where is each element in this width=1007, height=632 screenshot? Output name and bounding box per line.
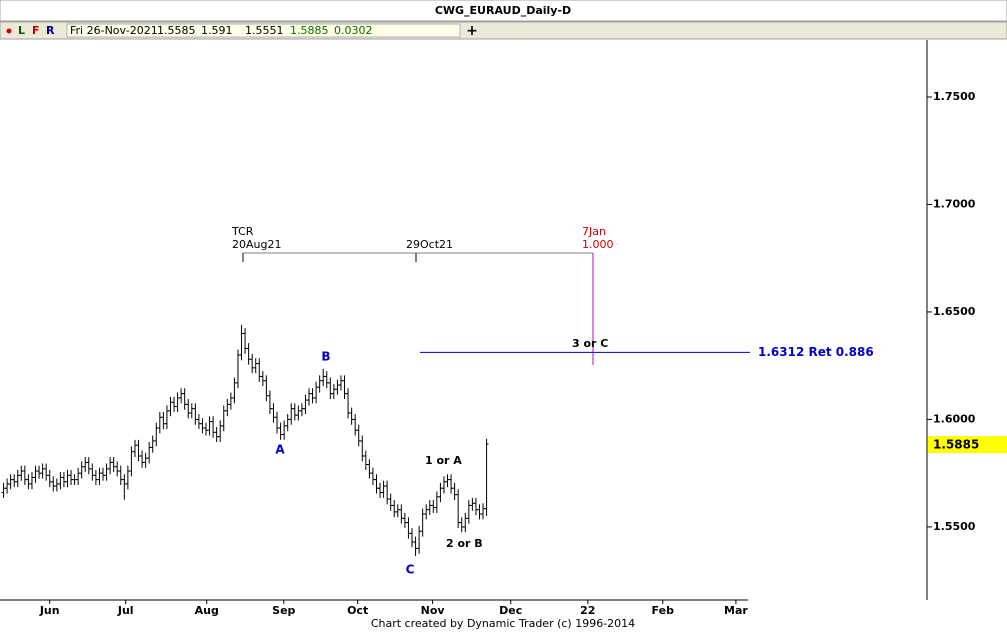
x-tick-label: 22 bbox=[580, 604, 595, 617]
last-price-label: 1.5885 bbox=[933, 438, 979, 452]
toolbar-button[interactable]: R bbox=[46, 24, 55, 37]
info-high: 1.591 bbox=[201, 24, 233, 37]
info-open: 1.5585 bbox=[157, 24, 196, 37]
wave-label: A bbox=[275, 443, 285, 457]
status-dot bbox=[6, 28, 12, 34]
x-tick-label: Oct bbox=[347, 604, 368, 617]
title-bar bbox=[0, 0, 1007, 22]
y-tick-label: 1.7000 bbox=[933, 197, 976, 210]
footer: Chart created by Dynamic Trader (c) 1996… bbox=[371, 617, 635, 630]
info-low: 1.5551 bbox=[245, 24, 284, 37]
wave-label: 1 or A bbox=[425, 454, 462, 467]
x-tick-label: Sep bbox=[272, 604, 295, 617]
wave-label: 2 or B bbox=[446, 537, 483, 550]
last-price-box bbox=[928, 436, 1007, 454]
tcr-label: TCR bbox=[231, 225, 254, 238]
info-date: Fri 26-Nov-2021 bbox=[70, 24, 158, 37]
y-tick-label: 1.7500 bbox=[933, 90, 976, 103]
chart-title: CWG_EURAUD_Daily-D bbox=[435, 4, 571, 17]
y-tick-label: 1.5500 bbox=[933, 520, 976, 533]
x-tick-label: Feb bbox=[652, 604, 675, 617]
mid-date: 29Oct21 bbox=[406, 238, 453, 251]
y-tick-label: 1.6000 bbox=[933, 412, 976, 425]
x-tick-label: Aug bbox=[195, 604, 219, 617]
tcr-date: 20Aug21 bbox=[232, 238, 281, 251]
info-close: 1.5885 bbox=[290, 24, 329, 37]
info-box bbox=[66, 23, 461, 38]
info-change: 0.0302 bbox=[334, 24, 373, 37]
retracement-label: 1.6312 Ret 0.886 bbox=[758, 345, 874, 359]
target-ratio: 1.000 bbox=[582, 238, 614, 251]
x-tick-label: Jul bbox=[117, 604, 134, 617]
x-tick-label: Nov bbox=[421, 604, 446, 617]
x-tick-label: Dec bbox=[499, 604, 522, 617]
wave-label: 3 or C bbox=[572, 337, 608, 350]
toolbar-button[interactable]: L bbox=[18, 24, 25, 37]
wave-label: C bbox=[406, 563, 415, 577]
x-tick-label: Jun bbox=[39, 604, 60, 617]
add-button[interactable]: + bbox=[466, 23, 478, 39]
wave-label: B bbox=[321, 350, 330, 364]
y-tick-label: 1.6500 bbox=[933, 305, 976, 318]
annotations: TCR 20Aug21 29Oct21 7Jan 1.000 3 or C A … bbox=[231, 225, 614, 577]
x-tick-label: Mar bbox=[724, 604, 748, 617]
target-date: 7Jan bbox=[582, 225, 606, 238]
toolbar-button[interactable]: F bbox=[32, 24, 40, 37]
